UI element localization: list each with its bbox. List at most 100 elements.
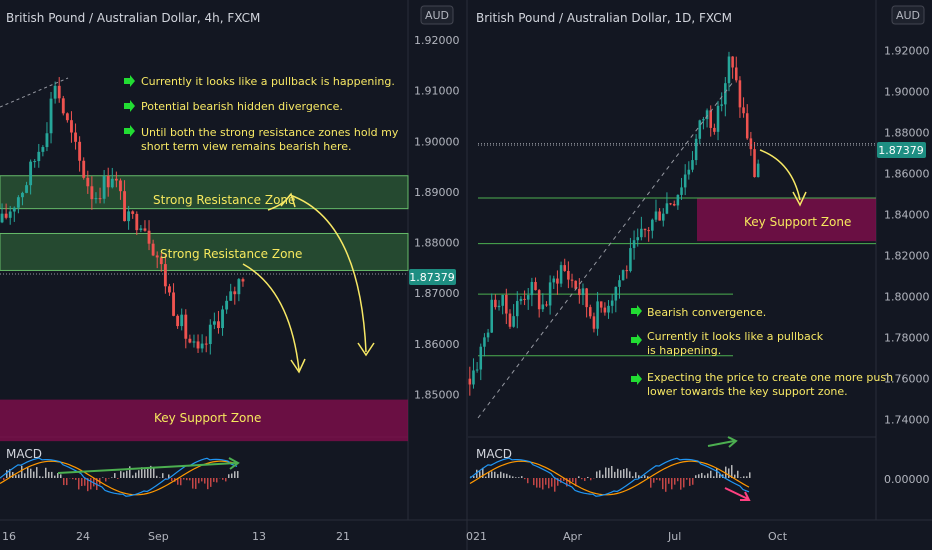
- left-dashed-trendline: [0, 77, 69, 108]
- macd-histogram-bar: [21, 465, 23, 478]
- right-candles: [468, 51, 760, 396]
- candle-body: [756, 163, 760, 178]
- macd-histogram-bar: [728, 468, 730, 478]
- macd-histogram-bar: [210, 478, 212, 487]
- candle-body: [479, 346, 483, 370]
- left-resistance-zone-upper: [0, 175, 409, 210]
- macd-histogram-bar: [162, 473, 164, 478]
- candle-body: [65, 113, 69, 121]
- candle-body: [508, 313, 512, 327]
- candle-body: [552, 278, 556, 283]
- right-price-axis[interactable]: AUD 1.92000 1.90000 1.88000 1.86000 1.84000 1…: [877, 5, 930, 486]
- macd-histogram-bar: [590, 478, 592, 481]
- macd-histogram-bar: [539, 478, 541, 488]
- macd-histogram-bar: [599, 470, 601, 478]
- macd-histogram-bar: [228, 474, 230, 478]
- right-chart-title: British Pound / Australian Dollar, 1D, F…: [476, 11, 732, 25]
- candle-body: [106, 175, 110, 188]
- candle-body: [490, 299, 494, 333]
- left-chart-panel[interactable]: British Pound / Australian Dollar, 4h, F…: [0, 11, 409, 543]
- macd-line: [0, 457, 238, 497]
- candle-body: [53, 85, 57, 99]
- macd-histogram-bar: [596, 471, 598, 478]
- candle-body: [661, 213, 665, 221]
- candle-body: [225, 300, 229, 310]
- left-note-3-line-2: short term view remains bearish here.: [141, 140, 352, 153]
- candle-body: [713, 127, 716, 132]
- candle-body: [519, 298, 523, 302]
- left-candles: [0, 77, 245, 355]
- candle-body: [208, 324, 212, 345]
- macd-histogram-bar: [650, 478, 652, 488]
- macd-histogram-bar: [611, 465, 613, 478]
- candle-body: [581, 288, 585, 296]
- candle-body: [49, 98, 53, 134]
- macd-histogram-bar: [632, 476, 634, 478]
- price-tick-label: 1.89000: [414, 186, 460, 199]
- candle-body: [523, 298, 526, 300]
- candle-body: [0, 213, 4, 223]
- right-currency-badge[interactable]: [891, 5, 925, 25]
- price-tick-label: 1.80000: [884, 291, 930, 304]
- right-note-2-line-1: Currently it looks like a pullback: [647, 330, 824, 343]
- macd-histogram-bar: [192, 478, 194, 489]
- candle-body: [159, 257, 163, 265]
- candle-body: [753, 149, 756, 178]
- macd-histogram-bar: [78, 478, 80, 490]
- macd-histogram-bar: [500, 471, 502, 478]
- macd-histogram-bar: [641, 476, 643, 478]
- candle-body: [119, 180, 122, 192]
- candle-body: [621, 270, 625, 281]
- candle-body: [742, 107, 745, 114]
- left-currency-badge[interactable]: [420, 5, 454, 25]
- right-note-2-line-2: is happening.: [647, 344, 721, 357]
- candle-body: [640, 228, 643, 238]
- candle-body: [632, 240, 636, 249]
- candle-body: [74, 132, 77, 142]
- right-current-price: 1.87379: [878, 144, 924, 157]
- green-arrow-icon: [631, 334, 642, 346]
- macd-histogram-bar: [204, 478, 206, 484]
- macd-histogram-bar: [707, 473, 709, 478]
- candle-body: [636, 237, 640, 241]
- candle-body: [683, 174, 687, 188]
- macd-histogram-bar: [180, 478, 182, 486]
- macd-histogram-bar: [90, 478, 92, 490]
- candle-body: [82, 160, 86, 178]
- price-tick-label: 1.86000: [414, 338, 460, 351]
- macd-histogram-bar: [602, 474, 604, 478]
- arrow-head-icon: [792, 191, 807, 207]
- macd-histogram-bar: [72, 478, 74, 480]
- candle-body: [86, 177, 90, 187]
- macd-histogram-bar: [509, 475, 511, 478]
- candle-body: [512, 316, 515, 327]
- macd-histogram-bar: [171, 478, 173, 481]
- green-arrow-icon: [124, 125, 135, 137]
- candle-body: [526, 295, 530, 300]
- candle-body: [110, 178, 114, 188]
- macd-histogram-bar: [117, 478, 119, 479]
- candle-body: [545, 304, 548, 306]
- left-price-axis[interactable]: AUD 1.92000 1.91000 1.90000 1.89000 1.88000 1…: [409, 5, 460, 402]
- left-support-label: Key Support Zone: [154, 411, 261, 425]
- candle-body: [127, 211, 131, 222]
- macd-histogram-bar: [743, 476, 745, 478]
- candle-body: [483, 337, 486, 347]
- left-macd-divergence-line: [57, 462, 237, 474]
- right-notes: Bearish convergence. Currently it looks …: [631, 305, 893, 398]
- right-chart-panel[interactable]: British Pound / Australian Dollar, 1D, F…: [466, 11, 893, 543]
- macd-histogram-bar: [225, 478, 227, 482]
- macd-histogram-bar: [123, 472, 125, 478]
- candle-body: [204, 343, 208, 345]
- macd-histogram-bar: [644, 475, 646, 478]
- candle-body: [745, 113, 749, 139]
- left-notes: Currently it looks like a pullback is ha…: [124, 75, 399, 153]
- macd-histogram-bar: [605, 467, 607, 478]
- candle-body: [151, 243, 155, 256]
- macd-histogram-bar: [683, 478, 685, 488]
- price-tick-label: 1.84000: [884, 208, 930, 221]
- candle-body: [672, 204, 676, 206]
- macd-histogram-bar: [48, 471, 50, 478]
- left-macd-pane: [0, 457, 239, 497]
